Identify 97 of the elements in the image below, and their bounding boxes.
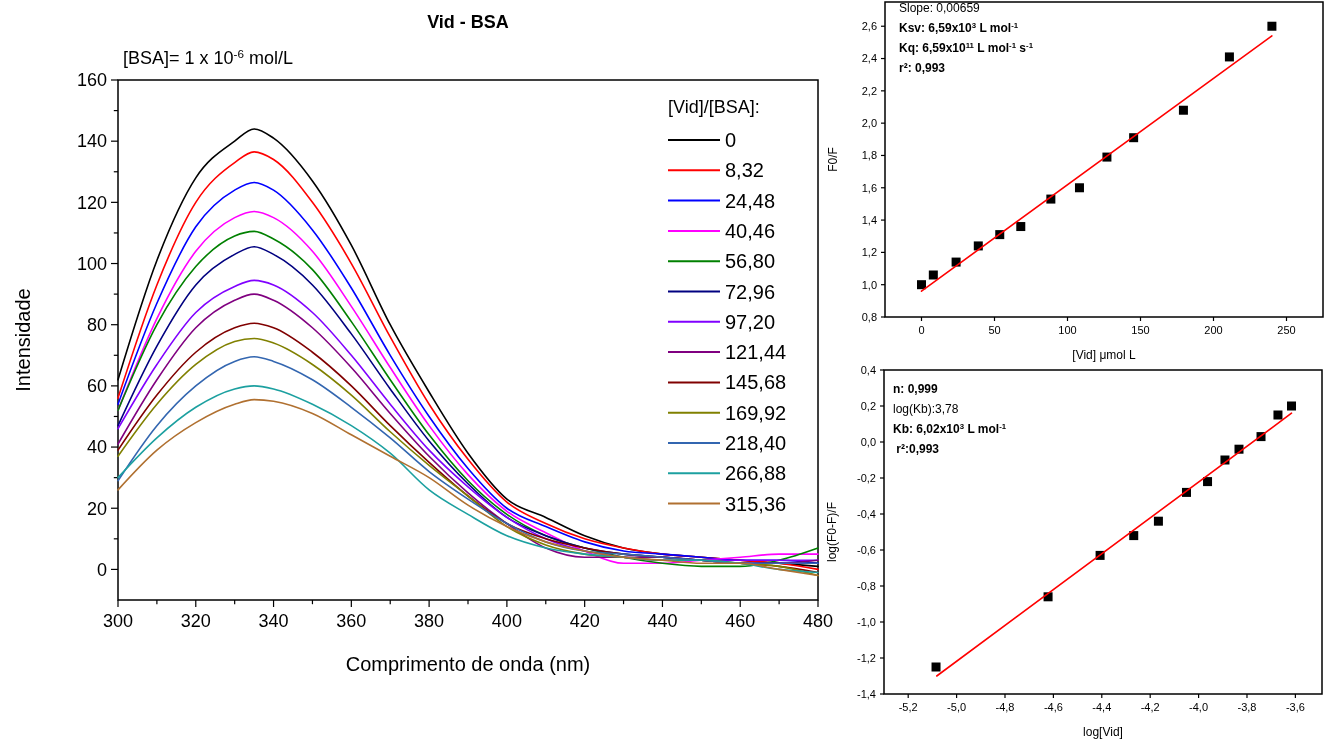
y-tick-label: 1,4 xyxy=(861,213,877,226)
point xyxy=(1273,410,1283,420)
annotation: Kb: 6,02x10$^{3}$ L mol$^{-1}$ xyxy=(893,421,1007,436)
legend-label: 0 xyxy=(725,129,737,151)
x-tick-label: 440 xyxy=(647,611,678,631)
y-tick-label: 1,8 xyxy=(861,149,877,162)
y-tick-label: 40 xyxy=(86,437,107,458)
y-tick-label: -1,0 xyxy=(857,615,876,628)
point xyxy=(1178,105,1188,115)
annotation: r²: 0,993 xyxy=(899,61,946,75)
x-tick-label: 360 xyxy=(336,611,367,631)
x-tick-label: 250 xyxy=(1277,324,1296,336)
x-tick-label: -4,0 xyxy=(1189,701,1209,713)
y-tick-label: 100 xyxy=(76,253,107,274)
x-tick-label: 300 xyxy=(102,611,134,631)
x-tick-label: -3,6 xyxy=(1285,701,1305,713)
x-tick-label: 420 xyxy=(569,611,600,631)
y-tick-label: 140 xyxy=(76,131,107,152)
annotation: log(Kb):3,78 xyxy=(893,402,959,416)
point xyxy=(1129,531,1139,541)
legend-label: 169,92 xyxy=(725,401,787,424)
x-tick-label: -5,0 xyxy=(947,701,967,713)
y-tick-label: 0,8 xyxy=(861,310,877,323)
y-tick-label: 0 xyxy=(96,559,107,580)
annotation: r²:0,993 xyxy=(893,442,940,456)
y-tick-label: -0,8 xyxy=(857,579,876,592)
x-axis-title: [Vid] μmol L xyxy=(1072,348,1137,362)
x-tick-label: -4,4 xyxy=(1092,701,1112,713)
legend-label: 24,48 xyxy=(725,189,776,212)
x-tick-label: 480 xyxy=(802,611,834,631)
legend-label: 56,80 xyxy=(725,250,776,273)
y-tick-label: -1,4 xyxy=(857,687,876,700)
point xyxy=(917,280,926,290)
y-tick-label: 160 xyxy=(76,70,107,91)
y-tick-label: 0,0 xyxy=(860,435,876,448)
x-tick-label: -5,2 xyxy=(898,701,918,713)
y-tick-label: 60 xyxy=(86,376,107,397)
legend-label: 145,68 xyxy=(725,371,787,394)
y-tick-label: 1,6 xyxy=(861,181,877,194)
x-tick-label: -4,2 xyxy=(1140,701,1160,713)
y-tick-label: -1,2 xyxy=(857,651,876,664)
legend-label: 72,96 xyxy=(725,280,776,303)
x-tick-label: -4,8 xyxy=(995,701,1015,713)
point xyxy=(1016,222,1026,232)
y-tick-label: 2,0 xyxy=(861,117,877,129)
legend-label: 97,20 xyxy=(725,310,776,333)
point xyxy=(931,662,941,672)
y-tick-label: 2,6 xyxy=(861,20,877,33)
x-tick-label: 200 xyxy=(1204,324,1223,336)
y-tick-label: 2,4 xyxy=(861,52,877,65)
y-tick-label: 1,0 xyxy=(861,278,877,291)
y-axis-title: log(F0-F)/F xyxy=(825,502,839,562)
x-tick-label: 50 xyxy=(988,324,1001,336)
x-tick-label: -4,6 xyxy=(1043,701,1063,713)
legend-label: 40,46 xyxy=(725,219,776,242)
x-axis-title: Comprimento de onda (nm) xyxy=(345,653,591,675)
y-tick-label: 20 xyxy=(86,498,107,519)
legend-label: 315,36 xyxy=(725,492,787,515)
point xyxy=(1224,52,1234,62)
y-tick-label: 0,2 xyxy=(860,399,876,412)
legend-label: 8,32 xyxy=(725,159,764,182)
y-axis-title: Intensidade xyxy=(12,288,34,392)
point xyxy=(1267,21,1277,31)
annotation: Slope: 0,00659 xyxy=(899,1,981,15)
y-tick-label: 1,2 xyxy=(861,246,877,259)
y-tick-label: 120 xyxy=(76,192,107,213)
x-axis-title: log[Vid] xyxy=(1083,725,1123,739)
y-axis-title: F0/F xyxy=(826,147,840,172)
legend-label: 218,40 xyxy=(725,432,787,454)
point xyxy=(1203,477,1213,487)
legend-title: [Vid]/[BSA]: xyxy=(668,97,760,117)
text: [BSA]= 1 x 10$^{-6}$ mol/L xyxy=(123,46,294,68)
chart-title: Vid - BSA xyxy=(427,12,509,32)
point xyxy=(1153,516,1163,526)
y-tick-label: 80 xyxy=(86,315,107,336)
x-tick-label: 0 xyxy=(918,324,925,336)
x-tick-label: -3,8 xyxy=(1237,701,1257,713)
y-tick-label: 2,2 xyxy=(861,84,877,97)
annotation: Kq: 6,59x10$^{11}$ L mol$^{-1}$ s$^{-1}$ xyxy=(899,40,1034,55)
legend-label: 266,88 xyxy=(725,462,787,485)
x-tick-label: 320 xyxy=(180,611,211,631)
y-tick-label: 0,4 xyxy=(860,363,876,376)
annotation: n: 0,999 xyxy=(893,382,939,396)
x-tick-label: 100 xyxy=(1058,324,1077,336)
point xyxy=(1287,401,1297,411)
y-tick-label: -0,2 xyxy=(857,471,876,484)
point xyxy=(928,270,938,280)
x-tick-label: 150 xyxy=(1131,324,1150,336)
point xyxy=(1074,183,1084,193)
annotation: Ksv: 6,59x10$^{3}$ L mol$^{-1}$ xyxy=(899,20,1019,35)
legend-label: 121,44 xyxy=(725,341,787,364)
x-tick-label: 340 xyxy=(258,611,289,631)
x-tick-label: 380 xyxy=(414,611,445,631)
y-tick-label: -0,4 xyxy=(857,507,876,520)
x-tick-label: 460 xyxy=(725,611,756,631)
y-tick-label: -0,6 xyxy=(857,543,876,556)
x-tick-label: 400 xyxy=(491,611,522,631)
